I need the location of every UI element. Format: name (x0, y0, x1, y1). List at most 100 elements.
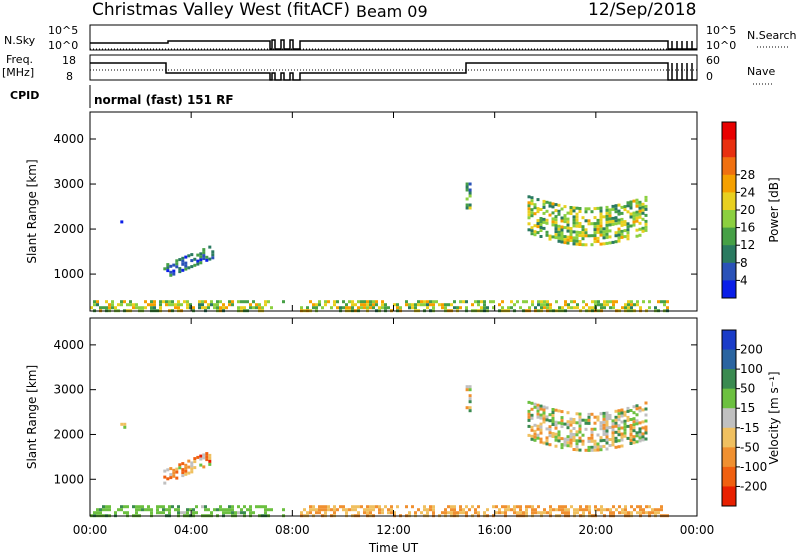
heatmap-cell (510, 306, 513, 310)
heatmap-cell (554, 426, 558, 430)
heatmap-cell (569, 233, 573, 236)
heatmap-cell (627, 300, 630, 304)
heatmap-cell (542, 441, 546, 445)
heatmap-cell (609, 306, 612, 310)
heatmap-cell (641, 205, 645, 209)
colorbar-tick-label: 12 (740, 238, 755, 252)
heatmap-cell (327, 505, 330, 509)
heatmap-cell (632, 223, 636, 227)
heatmap-cell (605, 232, 609, 236)
heatmap-cell (569, 209, 573, 212)
heatmap-cell (93, 300, 96, 304)
heatmap-cell (557, 439, 561, 443)
heatmap-cell (545, 218, 549, 222)
heatmap-cell (638, 200, 642, 204)
colorbar-frame (721, 329, 737, 507)
heatmap-cell (312, 306, 315, 310)
heatmap-cell (560, 234, 564, 238)
heatmap-cell (608, 220, 612, 224)
heatmap-cell (611, 207, 615, 211)
heatmap-cell (569, 239, 573, 242)
heatmap-cell (587, 418, 591, 422)
heatmap-cell (608, 229, 612, 233)
heatmap-cell (96, 303, 99, 307)
heatmap-cell (641, 432, 645, 436)
heatmap-cell (536, 219, 540, 223)
heatmap-cell (533, 224, 537, 228)
heatmap-cell (123, 425, 127, 429)
heatmap-cell (129, 303, 132, 307)
heatmap-cell (596, 221, 600, 225)
heatmap-cell (530, 232, 534, 236)
heatmap-cell (495, 511, 498, 515)
nsky-tick-bottom: 10^0 (48, 39, 78, 52)
heatmap-cell (599, 215, 603, 219)
heatmap-cell (231, 505, 234, 509)
heatmap-cell (527, 207, 531, 211)
heatmap-cell (582, 511, 585, 515)
heatmap-cell (641, 420, 645, 424)
heatmap-cell (623, 434, 627, 438)
heatmap-cell (609, 508, 612, 512)
heatmap-cell (186, 300, 189, 304)
heatmap-cell (572, 215, 576, 219)
heatmap-cell (360, 303, 363, 307)
heatmap-cell (99, 508, 102, 512)
heatmap-cell (566, 217, 570, 221)
heatmap-cell (644, 204, 648, 208)
heatmap-cell (177, 303, 180, 307)
heatmap-cell (178, 267, 182, 271)
heatmap-cell (546, 303, 549, 307)
y-tick-label: 2000 (53, 427, 84, 441)
heatmap-cell (444, 306, 447, 310)
heatmap-cell (366, 303, 369, 307)
heatmap-cell (593, 228, 597, 232)
heatmap-cell (611, 428, 615, 432)
heatmap-cell (560, 416, 564, 420)
heatmap-cell (626, 409, 630, 413)
heatmap-cell (623, 229, 627, 233)
heatmap-cell (635, 201, 639, 205)
heatmap-cell (654, 511, 657, 515)
heatmap-cell (202, 465, 206, 469)
heatmap-cell (569, 423, 573, 427)
heatmap-cell (612, 505, 615, 509)
heatmap-cell (638, 203, 642, 207)
heatmap-cell (633, 508, 636, 512)
heatmap-cell (405, 505, 408, 509)
heatmap-cell (632, 211, 636, 215)
heatmap-cell (644, 228, 648, 232)
heatmap-cell (542, 220, 546, 224)
heatmap-cell (363, 303, 366, 307)
heatmap-cell (527, 400, 531, 404)
heatmap-cell (536, 406, 540, 410)
heatmap-cell (207, 306, 210, 310)
heatmap-cell (566, 226, 570, 230)
heatmap-cell (181, 262, 185, 266)
heatmap-cell (378, 505, 381, 509)
heatmap-cell (441, 306, 444, 310)
heatmap-cell (629, 424, 633, 427)
heatmap-cell (357, 300, 360, 304)
heatmap-cell (189, 508, 192, 512)
heatmap-cell (560, 410, 564, 414)
heatmap-cell (357, 306, 360, 310)
heatmap-cell (630, 300, 633, 304)
heatmap-cell (617, 418, 621, 422)
heatmap-cell (312, 303, 315, 307)
heatmap-cell (363, 508, 366, 512)
heatmap-cell (623, 220, 627, 224)
heatmap-cell (563, 241, 567, 245)
heatmap-cell (240, 511, 243, 515)
heatmap-cell (626, 222, 630, 226)
heatmap-cell (638, 430, 642, 434)
heatmap-cell (593, 445, 597, 449)
heatmap-cell (111, 303, 114, 307)
heatmap-cell (237, 306, 240, 310)
heatmap-cell (462, 511, 465, 515)
heatmap-cell (201, 306, 204, 310)
heatmap-cell (324, 303, 327, 307)
heatmap-cell (542, 226, 546, 230)
heatmap-cell (557, 209, 561, 213)
heatmap-cell (636, 505, 639, 509)
